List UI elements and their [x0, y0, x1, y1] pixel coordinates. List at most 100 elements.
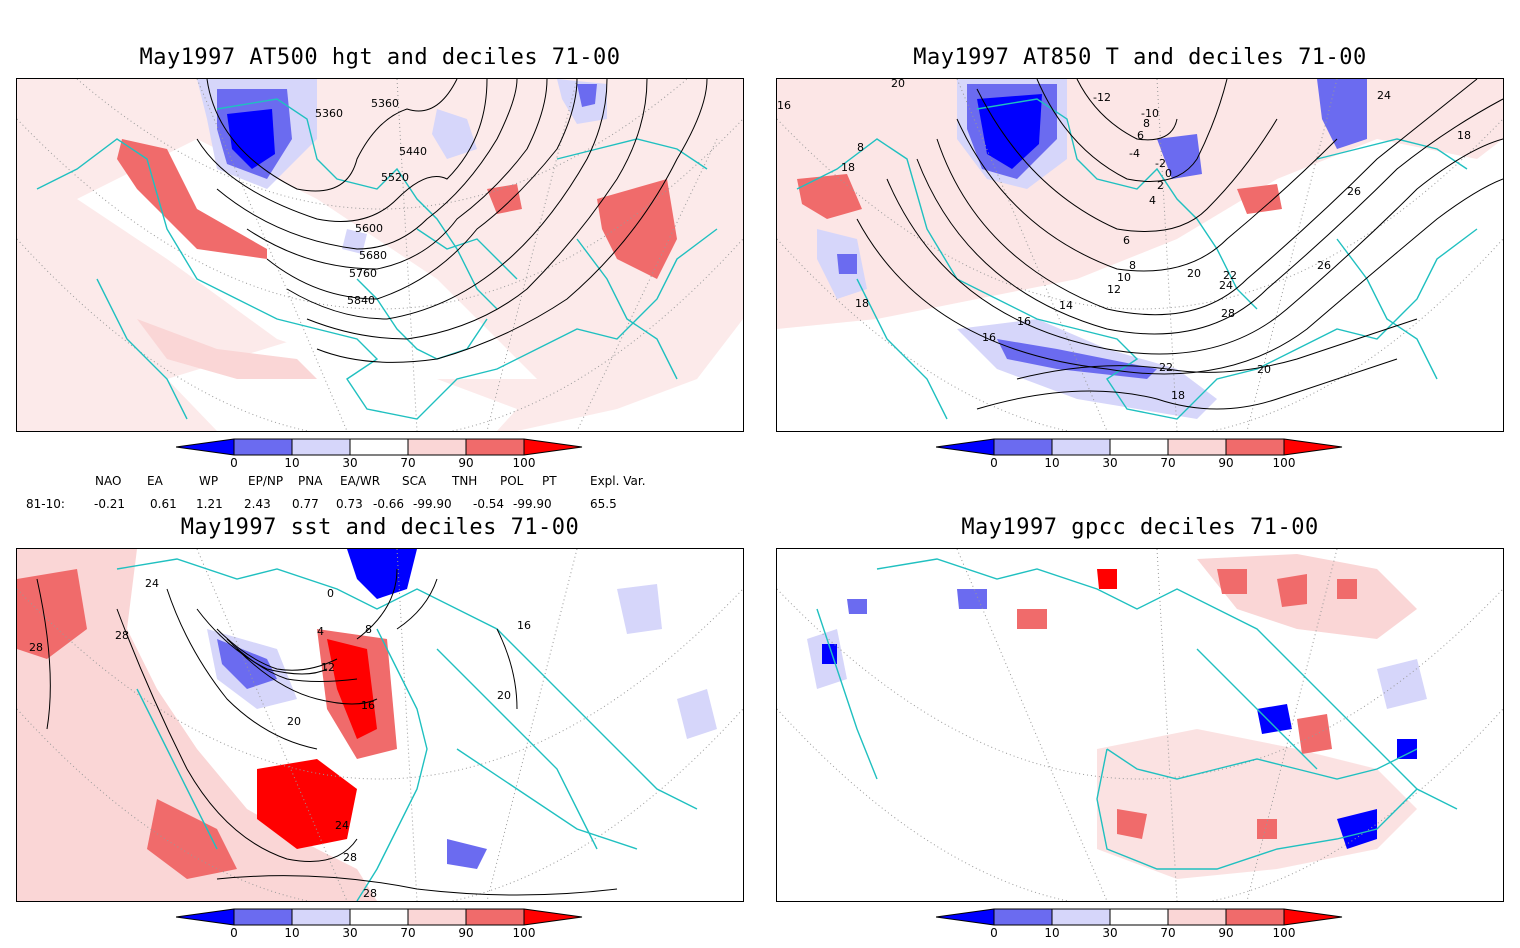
contour-label: 18	[1457, 129, 1471, 142]
decile-shading	[17, 79, 743, 431]
contour-labels: 20 18 18 16 16 14 12 10 8 8 6 4 2 0 -2 -…	[777, 79, 1471, 402]
panel-title-hgt500: May1997 AT500 hgt and deciles 71-00	[139, 45, 621, 70]
colorbar-tick: 100	[1272, 456, 1296, 470]
contour-label: 24	[335, 819, 349, 832]
coastlines	[796, 98, 1478, 420]
coastlines	[116, 558, 698, 901]
decile-shading	[17, 549, 717, 901]
colorbar-tick: 100	[1272, 926, 1296, 940]
index-value: -0.66	[373, 497, 405, 511]
contour-label: 16	[777, 99, 791, 112]
contour-label: 18	[1171, 389, 1185, 402]
map-gpcc	[777, 549, 1503, 901]
colorbar-tick: 100	[512, 456, 536, 470]
colorbar-tick: 70	[400, 456, 416, 470]
colorbar-tick: 90	[458, 926, 474, 940]
index-value: 65.5	[590, 497, 617, 511]
contour-label: 5360	[315, 107, 343, 120]
contour-label: 20	[1187, 267, 1201, 280]
index-name: TNH	[452, 474, 478, 488]
contour-labels: 5360 5360 5440 5520 5600 5680 5760 5840	[315, 97, 427, 307]
contour-label: 5360	[371, 97, 399, 110]
index-name: PT	[542, 474, 557, 488]
colorbar-tick: 30	[1102, 926, 1118, 940]
index-value: 0.73	[336, 497, 363, 511]
index-value: 1.21	[196, 497, 223, 511]
colorbar-swatches	[936, 908, 1343, 926]
index-row-label: 81-10:	[26, 497, 65, 511]
map-panel-hgt500: 5360 5360 5440 5520 5600 5680 5760 5840	[16, 78, 744, 432]
index-name: EA/WR	[340, 474, 381, 488]
index-value: -99.90	[413, 497, 452, 511]
panel-title-t850: May1997 AT850 T and deciles 71-00	[913, 45, 1367, 70]
contour-label: 24	[145, 577, 159, 590]
colorbar-tick: 0	[230, 926, 238, 940]
colorbar-sst: 0 10 30 70 90 100	[176, 908, 596, 948]
temperature-contours	[856, 79, 1503, 410]
contour-label: 5440	[399, 145, 427, 158]
colorbar-tick: 70	[400, 926, 416, 940]
contour-label: 28	[115, 629, 129, 642]
map-panel-sst: 28 28 24 0 4 8 12 16 16 20 20 24 28 28	[16, 548, 744, 902]
map-sst: 28 28 24 0 4 8 12 16 16 20 20 24 28 28	[17, 549, 743, 901]
colorbar-tick: 90	[1218, 926, 1234, 940]
contour-label: 6	[1137, 129, 1144, 142]
contour-label: 12	[1107, 283, 1121, 296]
contour-label: -12	[1093, 91, 1111, 104]
contour-label: 0	[1165, 167, 1172, 180]
map-hgt500: 5360 5360 5440 5520 5600 5680 5760 5840	[17, 79, 743, 431]
index-name: WP	[199, 474, 219, 488]
colorbar-tick: 0	[990, 456, 998, 470]
contour-label: 16	[982, 331, 996, 344]
contour-label: 24	[1377, 89, 1391, 102]
contour-label: 4	[1149, 194, 1156, 207]
contour-label: 22	[1223, 269, 1237, 282]
contour-label: 24	[1219, 279, 1233, 292]
colorbar-swatches	[176, 438, 583, 456]
index-value: 0.61	[150, 497, 177, 511]
contour-label: 5520	[381, 171, 409, 184]
contour-label: 8	[365, 623, 372, 636]
contour-label: 8	[857, 141, 864, 154]
contour-label: 20	[497, 689, 511, 702]
contour-labels: 28 28 24 0 4 8 12 16 16 20 20 24 28 28	[29, 577, 531, 900]
colorbar-tick: 10	[1044, 926, 1060, 940]
contour-label: 28	[363, 887, 377, 900]
contour-label: 20	[891, 79, 905, 90]
colorbar-tick: 70	[1160, 926, 1176, 940]
index-value: -99.90	[513, 497, 552, 511]
index-name: Expl. Var.	[590, 474, 646, 488]
contour-label: 16	[1017, 315, 1031, 328]
lat-lon-grid	[777, 79, 1503, 431]
colorbar-tick: 30	[342, 926, 358, 940]
index-name: SCA	[402, 474, 427, 488]
colorbar-tick: 30	[342, 456, 358, 470]
contour-label: 8	[1143, 117, 1150, 130]
contour-label: 28	[29, 641, 43, 654]
colorbar-tick: 30	[1102, 456, 1118, 470]
contour-label: 20	[287, 715, 301, 728]
contour-label: -2	[1155, 157, 1166, 170]
contour-label: 18	[855, 297, 869, 310]
map-panel-gpcc	[776, 548, 1504, 902]
contour-label: 12	[321, 661, 335, 674]
colorbar-tick: 70	[1160, 456, 1176, 470]
teleconnection-indices: NAO EA WP EP/NP PNA EA/WR SCA TNH POL PT…	[0, 474, 760, 514]
index-value: 2.43	[244, 497, 271, 511]
index-name: EA	[147, 474, 163, 488]
decile-shading	[807, 554, 1427, 879]
contour-label: 5600	[355, 222, 383, 235]
contour-label: 28	[343, 851, 357, 864]
contour-label: 18	[841, 161, 855, 174]
contour-label: 5760	[349, 267, 377, 280]
contour-label: 16	[361, 699, 375, 712]
map-panel-t850: 20 18 18 16 16 14 12 10 8 8 6 4 2 0 -2 -…	[776, 78, 1504, 432]
contour-label: 6	[1123, 234, 1130, 247]
colorbar-hgt500: 0 10 30 70 90 100	[176, 438, 596, 478]
index-name: NAO	[95, 474, 122, 488]
contour-label: 26	[1317, 259, 1331, 272]
contour-label: 16	[517, 619, 531, 632]
lat-lon-grid	[17, 549, 743, 901]
colorbar-t850: 0 10 30 70 90 100	[936, 438, 1356, 478]
colorbar-swatches	[936, 438, 1343, 456]
